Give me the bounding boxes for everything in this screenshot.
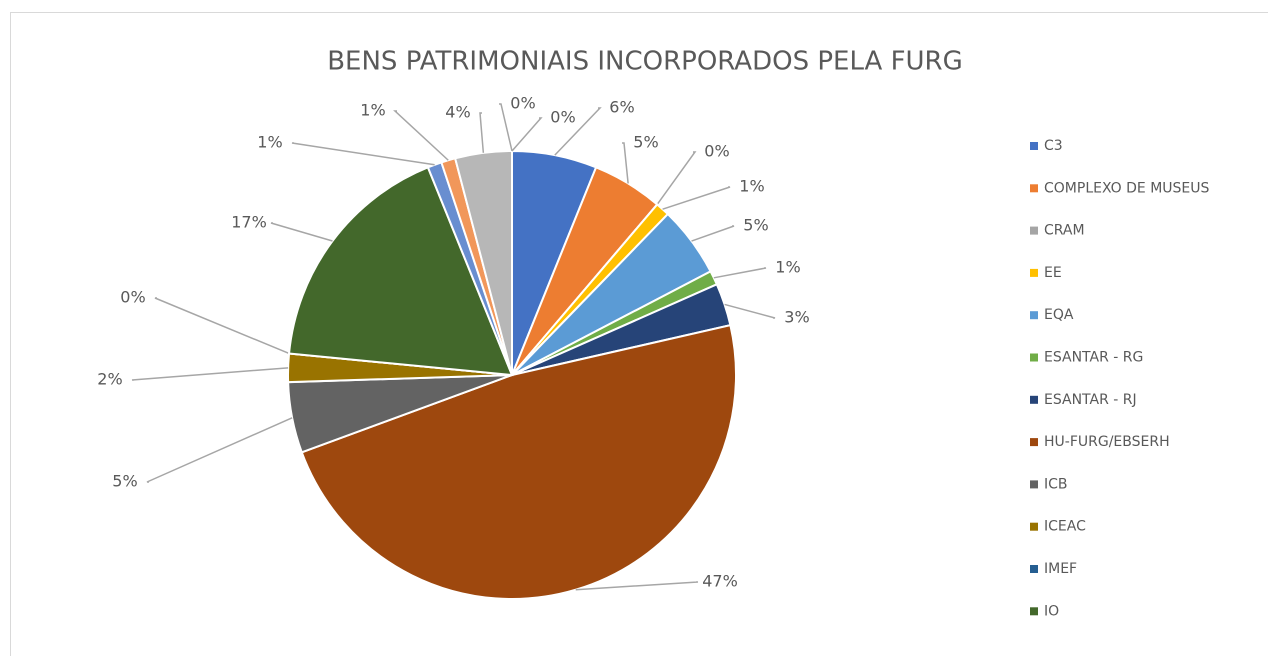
data-label: 1% <box>257 133 282 152</box>
data-label: 4% <box>445 103 470 122</box>
legend-swatch <box>1030 226 1038 235</box>
leader-line <box>662 186 731 210</box>
legend-swatch <box>1030 142 1038 150</box>
leader-line <box>146 417 293 483</box>
legend-swatch <box>1030 438 1038 447</box>
data-label: 5% <box>633 133 658 152</box>
data-label: 0% <box>550 108 575 127</box>
leader-line <box>499 103 513 152</box>
legend-label: ESANTAR - RJ <box>1044 392 1137 408</box>
leader-line <box>270 222 333 242</box>
legend-label: COMPLEXO DE MUSEUS <box>1044 180 1210 196</box>
legend-label: HU-FURG/EBSERH <box>1044 434 1170 450</box>
legend-label: EE <box>1044 265 1062 281</box>
legend-swatch <box>1030 184 1038 193</box>
data-label: 1% <box>775 258 800 277</box>
data-label: 17% <box>231 213 267 232</box>
legend-swatch <box>1030 268 1038 277</box>
legend-swatch <box>1030 480 1038 489</box>
legend-swatch <box>1030 311 1038 320</box>
leader-line <box>575 581 699 591</box>
data-label: 0% <box>704 142 729 161</box>
leader-line <box>154 297 290 355</box>
legend-label: ICEAC <box>1044 519 1086 535</box>
leader-line <box>393 110 449 161</box>
leader-line <box>479 112 485 153</box>
legend-label: IO <box>1044 603 1059 619</box>
leader-line <box>656 151 697 205</box>
legend-label: ICB <box>1044 476 1068 492</box>
leader-line <box>291 142 435 166</box>
data-label: 5% <box>112 472 137 491</box>
legend-label: CRAM <box>1044 223 1085 239</box>
legend-label: C3 <box>1044 138 1063 154</box>
data-label: 1% <box>360 101 385 120</box>
data-label: 0% <box>120 288 145 307</box>
legend-swatch <box>1030 395 1038 404</box>
leader-line <box>724 303 776 319</box>
legend-swatch <box>1030 565 1038 573</box>
data-label: 47% <box>702 572 738 591</box>
data-label: 6% <box>609 98 634 117</box>
legend-swatch <box>1030 353 1038 362</box>
data-label: 3% <box>784 308 809 327</box>
legend-label: ESANTAR - RG <box>1044 350 1143 366</box>
pie-slice <box>300 323 737 600</box>
leader-line <box>622 142 629 184</box>
leader-line <box>511 117 543 152</box>
leader-line <box>713 267 767 279</box>
chart-title: BENS PATRIMONIAIS INCORPORADOS PELA FURG <box>327 47 963 77</box>
leader-line <box>691 225 735 242</box>
legend-label: IMEF <box>1044 561 1077 577</box>
data-label: 1% <box>739 177 764 196</box>
pie-slice <box>287 166 514 377</box>
data-label: 0% <box>510 94 535 113</box>
legend-swatch <box>1030 522 1038 531</box>
legend-label: EQA <box>1044 307 1074 323</box>
data-label: 2% <box>97 370 122 389</box>
leader-line <box>131 367 289 381</box>
leader-line <box>554 107 602 156</box>
legend-swatch <box>1030 607 1038 616</box>
data-label: 5% <box>743 216 768 235</box>
